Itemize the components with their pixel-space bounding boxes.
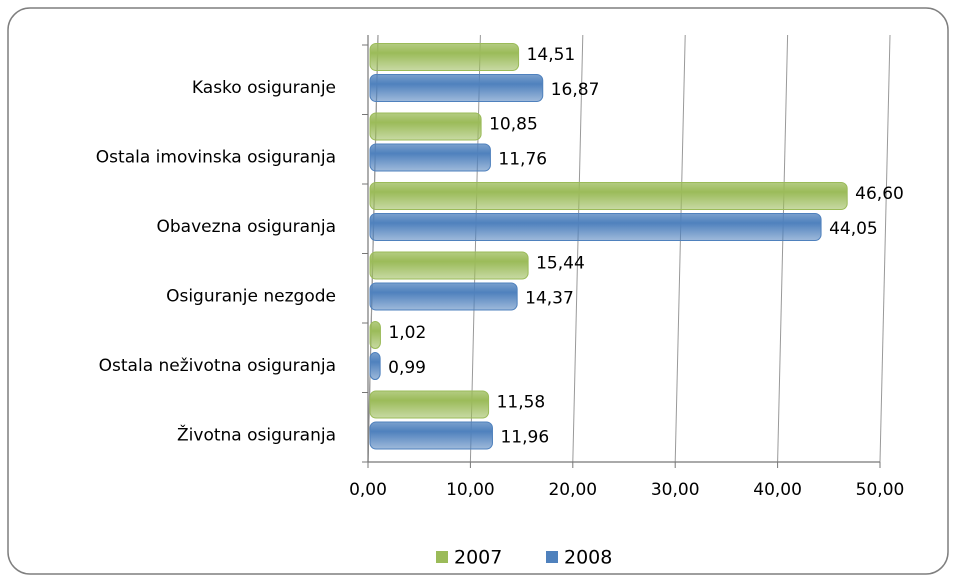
data-label: 14,51 [527,45,576,65]
y-tick-label: Ostala imovinska osiguranja [96,147,336,167]
grid-line [367,34,379,463]
grid-line [674,34,686,463]
legend-swatch [546,551,558,563]
data-label: 44,05 [829,219,878,239]
y-tick-label: Životna osiguranja [177,423,336,445]
data-label: 10,85 [489,115,538,135]
data-label: 15,44 [536,254,585,274]
x-tick-label: 40,00 [753,480,802,500]
bar [369,112,482,141]
data-label: 16,87 [551,80,600,100]
legend-label: 2008 [564,547,612,569]
y-tick-label: Ostala neživotna osiguranja [99,356,336,376]
x-tick-label: 0,00 [349,480,387,500]
bar [369,390,490,419]
bar [369,282,518,311]
data-label: 11,58 [497,393,546,413]
x-tick-label: 20,00 [548,480,597,500]
bar [369,182,848,210]
grid-line [879,34,891,463]
bar [369,213,822,241]
data-label: 0,99 [388,358,426,378]
legend-label: 2007 [454,547,502,569]
y-tick-label: Kasko osiguranje [192,78,336,98]
x-tick-label: 50,00 [856,480,905,500]
bar [369,421,493,450]
data-label: 11,96 [500,428,549,448]
bar [369,74,544,102]
bar [369,43,520,71]
y-tick-label: Obavezna osiguranja [157,217,337,237]
x-tick-label: 10,00 [446,480,495,500]
data-label: 1,02 [388,323,426,343]
x-tick-label: 30,00 [651,480,700,500]
bar [369,352,381,380]
bar [369,143,491,172]
grid-line [777,34,789,463]
grid-line [572,34,584,463]
bar [369,321,381,349]
data-label: 11,76 [498,150,547,170]
y-tick-label: Osiguranje nezgode [166,286,336,306]
data-label: 46,60 [855,184,904,204]
bar [369,251,529,280]
data-label: 14,37 [525,289,574,309]
legend-swatch [436,551,448,563]
